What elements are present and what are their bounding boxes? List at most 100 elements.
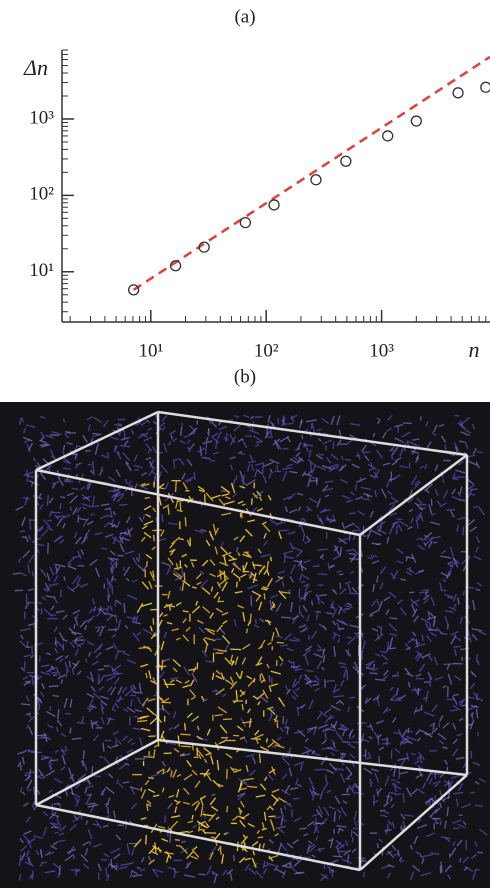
- rod: [349, 513, 355, 514]
- rod: [180, 586, 181, 590]
- rod: [290, 748, 291, 753]
- rod: [351, 829, 352, 837]
- rod: [180, 734, 190, 735]
- rod: [264, 593, 265, 599]
- rod: [253, 565, 262, 566]
- rod: [77, 722, 85, 723]
- rod: [115, 600, 116, 607]
- rod: [380, 652, 386, 653]
- rod: [254, 678, 255, 682]
- rod: [78, 515, 79, 522]
- rod: [53, 696, 59, 697]
- rod: [182, 423, 183, 429]
- data-point: [311, 175, 321, 185]
- panel-label: (a): [234, 6, 255, 27]
- rod: [316, 612, 321, 613]
- x-tick-label: 10¹: [138, 340, 163, 361]
- rod: [421, 540, 427, 541]
- rod: [223, 719, 232, 720]
- y-axis-label: Δn: [23, 55, 48, 80]
- rod: [258, 837, 263, 838]
- rod: [39, 706, 40, 710]
- fit-line: [134, 57, 490, 290]
- rod: [174, 873, 175, 878]
- data-point: [269, 200, 279, 210]
- panel-label: (b): [234, 366, 256, 387]
- rod: [315, 769, 326, 770]
- rod: [318, 549, 328, 550]
- rod: [252, 498, 253, 504]
- rod: [277, 642, 284, 643]
- rod: [392, 675, 397, 676]
- rod: [446, 509, 455, 510]
- rod: [424, 682, 430, 683]
- rod: [453, 646, 460, 647]
- rod: [340, 754, 346, 755]
- rod: [277, 465, 278, 470]
- rod: [380, 810, 386, 811]
- rod: [74, 624, 75, 628]
- rod: [312, 601, 313, 606]
- rod: [314, 681, 319, 682]
- rod: [397, 525, 398, 534]
- rod: [227, 806, 228, 812]
- rod: [318, 574, 327, 575]
- rod: [424, 734, 429, 735]
- rod: [348, 649, 349, 656]
- rod: [333, 856, 342, 857]
- rod: [164, 753, 172, 754]
- rod: [119, 504, 127, 505]
- rod: [240, 809, 241, 815]
- rod: [362, 650, 363, 660]
- rod: [60, 503, 61, 509]
- rod: [64, 576, 65, 580]
- rod: [462, 657, 463, 661]
- rod: [463, 527, 464, 536]
- rod: [153, 695, 157, 696]
- rod: [282, 448, 288, 449]
- x-axis-label: n: [469, 337, 480, 362]
- rod: [93, 461, 94, 467]
- rod: [477, 852, 482, 853]
- rod: [470, 792, 474, 793]
- rod: [50, 760, 58, 761]
- rod: [70, 727, 71, 733]
- rod: [163, 770, 164, 774]
- data-point: [411, 116, 421, 126]
- rod: [333, 442, 334, 450]
- rod: [212, 691, 218, 692]
- rod: [37, 735, 47, 736]
- rod: [185, 723, 186, 730]
- rod: [353, 828, 358, 829]
- rod: [236, 475, 237, 479]
- rod: [99, 757, 103, 758]
- rod: [396, 519, 402, 520]
- simulation-render: [0, 402, 490, 888]
- rod: [473, 506, 477, 507]
- rod: [328, 840, 332, 841]
- rod: [463, 591, 464, 596]
- rod: [93, 466, 94, 475]
- rod: [154, 535, 155, 541]
- rod: [277, 722, 278, 728]
- rod: [134, 716, 138, 717]
- render-background: [0, 402, 490, 888]
- y-tick-label: 10¹: [29, 260, 54, 281]
- rod: [259, 754, 260, 764]
- rod: [184, 572, 185, 581]
- rod: [32, 646, 33, 654]
- rod: [256, 619, 257, 624]
- data-point: [383, 131, 393, 141]
- rod: [49, 686, 59, 687]
- rod: [338, 628, 344, 629]
- rod: [53, 675, 57, 676]
- rod: [124, 603, 125, 613]
- rod: [103, 790, 104, 795]
- rod: [251, 596, 252, 607]
- rod: [349, 553, 355, 554]
- rod: [176, 481, 177, 492]
- x-tick-label: 10³: [369, 340, 394, 361]
- rod: [421, 705, 422, 709]
- rod: [108, 807, 109, 814]
